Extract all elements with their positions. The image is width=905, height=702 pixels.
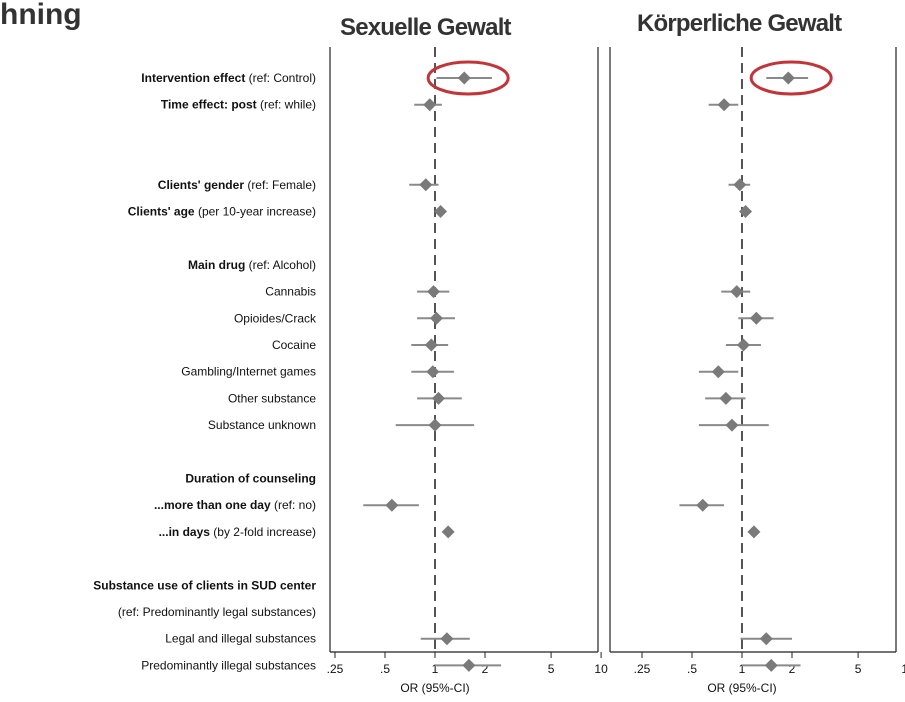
- row-label-text: (ref: Female): [244, 178, 316, 192]
- estimate-marker: [423, 98, 437, 112]
- x-tick-label: 10: [901, 662, 905, 676]
- row-label: Gambling/Internet games: [181, 365, 316, 379]
- x-tick-label: .25: [634, 662, 651, 676]
- row-label-bold: ...more than one day: [154, 498, 271, 512]
- row-label: Time effect: post (ref: while): [161, 98, 316, 112]
- row-label: Opioides/Crack: [234, 311, 317, 325]
- x-tick-label: 1: [739, 662, 746, 676]
- estimate-marker: [696, 498, 710, 512]
- x-tick-label: 5: [548, 662, 555, 676]
- estimate-marker: [424, 338, 438, 352]
- estimate-marker: [711, 365, 725, 379]
- estimate-marker: [457, 71, 471, 85]
- row-label-text: (ref: while): [257, 98, 316, 112]
- estimate-marker: [385, 498, 399, 512]
- row-label-text: (per 10-year increase): [195, 205, 316, 219]
- row-label: Intervention effect (ref: Control): [141, 71, 316, 85]
- estimate-marker: [749, 311, 763, 325]
- row-label: (ref: Predominantly legal substances): [118, 605, 316, 619]
- estimate-marker: [764, 658, 778, 672]
- x-tick-label: .5: [380, 662, 390, 676]
- estimate-marker: [432, 391, 446, 405]
- estimate-marker: [739, 205, 753, 218]
- row-label: ...in days (by 2-fold increase): [159, 525, 316, 539]
- estimate-marker: [759, 632, 773, 646]
- estimate-marker: [733, 178, 747, 192]
- panel-title-sexuelle-gewalt: Sexuelle Gewalt: [340, 14, 512, 41]
- row-label-text: (ref: no): [271, 498, 316, 512]
- estimate-marker: [428, 418, 442, 432]
- row-label: ...more than one day (ref: no): [154, 498, 316, 512]
- x-tick-label: 10: [594, 662, 608, 676]
- row-label: Clients' gender (ref: Female): [158, 178, 316, 192]
- row-label-bold: ...in days: [159, 525, 211, 539]
- row-label-text: Cannabis: [265, 285, 316, 299]
- estimate-marker: [441, 525, 455, 539]
- row-label: Predominantly illegal substances: [141, 658, 316, 672]
- highlight-ellipse: [426, 60, 510, 96]
- estimate-marker: [429, 311, 443, 325]
- row-label-text: Other substance: [228, 391, 316, 405]
- estimate-marker: [426, 365, 440, 379]
- row-label: Other substance: [228, 391, 316, 405]
- x-tick-label: .25: [327, 662, 344, 676]
- row-label-text: Predominantly illegal substances: [141, 658, 316, 672]
- x-tick-label: 2: [482, 662, 489, 676]
- row-label-text: Substance unknown: [208, 418, 316, 432]
- row-label-text: (ref: Predominantly legal substances): [118, 605, 316, 619]
- row-label-text: Gambling/Internet games: [181, 365, 316, 379]
- row-label-bold: Clients' age: [128, 205, 195, 219]
- estimate-marker: [440, 632, 454, 646]
- row-label: Legal and illegal substances: [165, 632, 316, 646]
- estimate-marker: [427, 285, 441, 299]
- estimate-marker: [717, 98, 731, 112]
- estimate-marker: [747, 525, 761, 539]
- row-label-bold: Clients' gender: [158, 178, 245, 192]
- row-label-bold: Substance use of clients in SUD center: [93, 578, 316, 592]
- x-tick-label: 1: [432, 662, 439, 676]
- highlight-ellipse: [749, 60, 833, 96]
- estimate-marker: [730, 285, 744, 299]
- x-tick-label: .5: [687, 662, 697, 676]
- estimate-marker: [434, 205, 448, 218]
- x-tick-label: 5: [855, 662, 862, 676]
- row-label: Cocaine: [272, 338, 316, 352]
- row-label-text: Cocaine: [272, 338, 316, 352]
- row-label-text: Legal and illegal substances: [165, 632, 316, 646]
- row-label-bold: Intervention effect: [141, 71, 245, 85]
- x-axis-label: OR (95%-CI): [707, 681, 776, 695]
- row-label: Substance use of clients in SUD center: [93, 578, 316, 592]
- row-label: Substance unknown: [208, 418, 316, 432]
- estimate-marker: [719, 391, 733, 405]
- row-label-text: (ref: Alcohol): [245, 258, 316, 272]
- row-label-text: Opioides/Crack: [234, 311, 317, 325]
- row-label: Main drug (ref: Alcohol): [188, 258, 316, 272]
- row-label-text: (ref: Control): [245, 71, 316, 85]
- estimate-marker: [419, 178, 433, 192]
- estimate-marker: [462, 658, 476, 672]
- estimate-marker: [725, 418, 739, 432]
- row-label: Clients' age (per 10-year increase): [128, 205, 316, 219]
- x-axis-label: OR (95%-CI): [400, 681, 469, 695]
- x-tick-label: 2: [789, 662, 796, 676]
- estimate-marker: [736, 338, 750, 352]
- header-fragment: hning: [0, 0, 82, 31]
- row-label: Duration of counseling: [185, 472, 316, 486]
- estimate-marker: [781, 71, 795, 85]
- row-label-bold: Duration of counseling: [185, 472, 316, 486]
- row-label-bold: Main drug: [188, 258, 245, 272]
- row-label: Cannabis: [265, 285, 316, 299]
- panel-title-koerperliche-gewalt: Körperliche Gewalt: [637, 10, 842, 37]
- row-label-bold: Time effect: post: [161, 98, 257, 112]
- row-label-text: (by 2-fold increase): [210, 525, 316, 539]
